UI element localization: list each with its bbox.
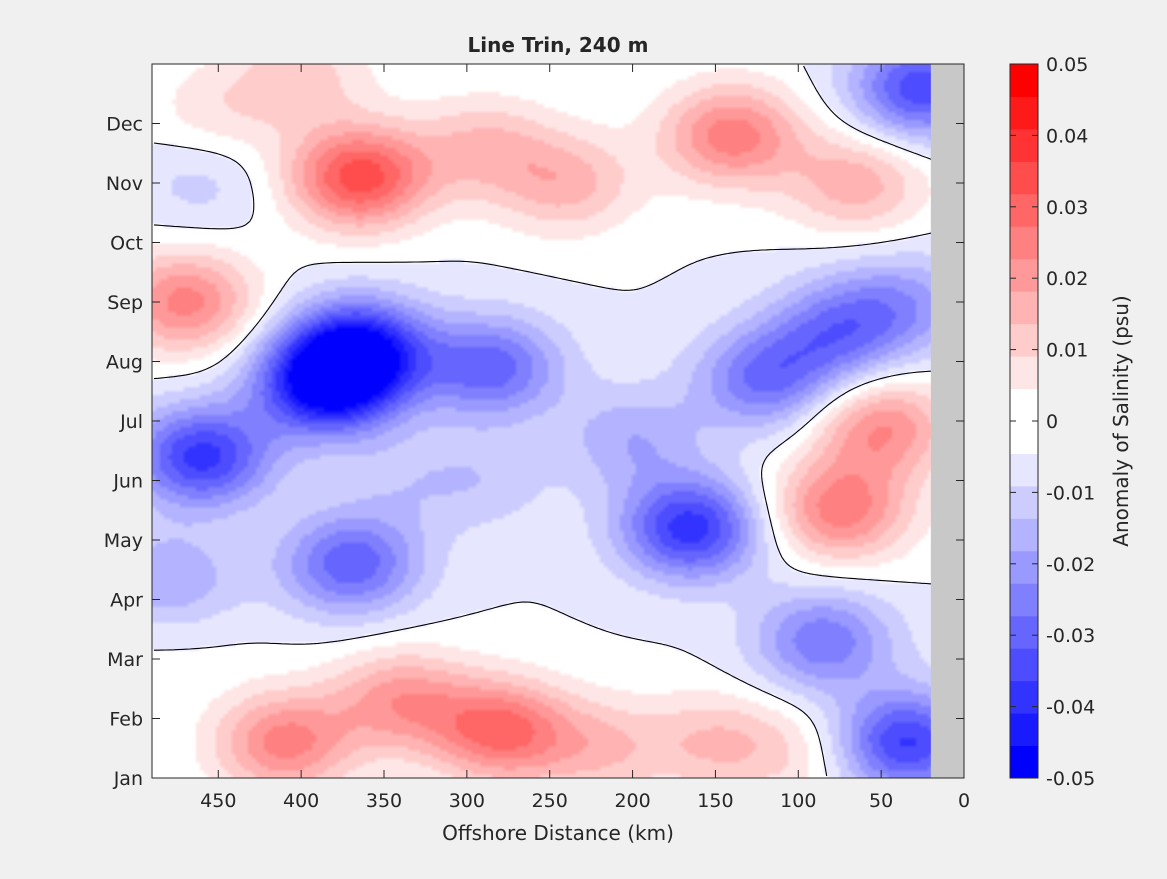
salinity-anomaly-field	[152, 64, 964, 778]
x-tick-label: 350	[366, 790, 402, 812]
plot-area: 450 400 350 300 250 200 150 100 50 0 Jan Feb Mar Apr…	[104, 63, 970, 845]
y-tick-label: Jun	[112, 471, 143, 493]
colorbar-tick-label: -0.01	[1046, 482, 1095, 504]
y-tick-label: Dec	[106, 114, 143, 136]
colorbar-swatch	[1010, 356, 1038, 390]
y-tick-label: Jan	[113, 768, 143, 790]
x-tick-label: 50	[869, 790, 893, 812]
x-tick-label: 100	[780, 790, 816, 812]
y-tick-label: Feb	[109, 709, 143, 731]
colorbar-swatch	[1010, 291, 1038, 325]
colorbar-swatch	[1010, 226, 1038, 260]
colorbar-ticks: 0.05 0.04 0.03 0.02 0.01 0 -0.01 -0.02 -0.03 -0.0…	[1010, 54, 1095, 790]
colorbar-swatch	[1010, 258, 1038, 292]
x-axis-label: Offshore Distance (km)	[442, 821, 674, 845]
colorbar-swatch	[1010, 680, 1038, 714]
colorbar-swatch	[1010, 193, 1038, 227]
x-tick-label: 450	[200, 790, 236, 812]
colorbar-swatch	[1010, 518, 1038, 552]
y-tick-label: Nov	[106, 173, 143, 195]
colorbar-swatch	[1010, 713, 1038, 747]
colorbar-swatches	[1010, 64, 1038, 779]
colorbar-tick-label: 0	[1046, 411, 1058, 433]
colorbar-swatch	[1010, 453, 1038, 487]
y-tick-label: Aug	[106, 352, 143, 374]
colorbar-swatch	[1010, 128, 1038, 162]
y-axis: Jan Feb Mar Apr May Jun Jul Aug Sep Oct Nov Dec	[104, 114, 964, 790]
x-tick-label: 200	[614, 790, 650, 812]
colorbar-swatch	[1010, 161, 1038, 195]
colorbar-swatch	[1010, 96, 1038, 130]
x-tick-label: 0	[958, 790, 970, 812]
colorbar-tick-label: -0.05	[1046, 768, 1095, 790]
x-tick-label: 300	[449, 790, 485, 812]
colorbar-swatch	[1010, 421, 1038, 454]
colorbar-swatch	[1010, 485, 1038, 519]
colorbar-tick-label: 0.04	[1046, 125, 1088, 147]
chart-title: Line Trin, 240 m	[468, 33, 649, 57]
y-tick-label: Oct	[110, 233, 143, 255]
colorbar-tick-label: 0.05	[1046, 54, 1088, 76]
y-tick-label: Mar	[107, 649, 143, 671]
colorbar-swatch	[1010, 745, 1038, 779]
colorbar-swatch	[1010, 648, 1038, 682]
x-tick-label: 150	[697, 790, 733, 812]
colorbar-swatch	[1010, 550, 1038, 584]
colorbar: 0.05 0.04 0.03 0.02 0.01 0 -0.01 -0.02 -0.03 -0.0…	[1009, 54, 1133, 790]
colorbar-tick-label: -0.02	[1046, 554, 1095, 576]
colorbar-tick-label: 0.01	[1046, 340, 1088, 362]
colorbar-swatch	[1010, 615, 1038, 649]
x-axis: 450 400 350 300 250 200 150 100 50 0	[200, 64, 970, 812]
colorbar-tick-label: 0.02	[1046, 268, 1088, 290]
y-tick-label: May	[104, 530, 143, 552]
x-tick-label: 250	[532, 790, 568, 812]
y-tick-label: Jul	[119, 411, 143, 433]
colorbar-tick-label: -0.04	[1046, 697, 1095, 719]
x-tick-label: 400	[283, 790, 319, 812]
colorbar-swatch	[1010, 583, 1038, 617]
colorbar-swatch	[1010, 388, 1038, 422]
y-tick-label: Apr	[110, 590, 143, 612]
colorbar-tick-label: -0.03	[1046, 625, 1095, 647]
colorbar-tick-label: 0.03	[1046, 197, 1088, 219]
colorbar-swatch	[1010, 64, 1038, 97]
y-tick-label: Sep	[107, 292, 143, 314]
colorbar-swatch	[1010, 323, 1038, 357]
colorbar-label: Anomaly of Salinity (psu)	[1109, 295, 1133, 546]
